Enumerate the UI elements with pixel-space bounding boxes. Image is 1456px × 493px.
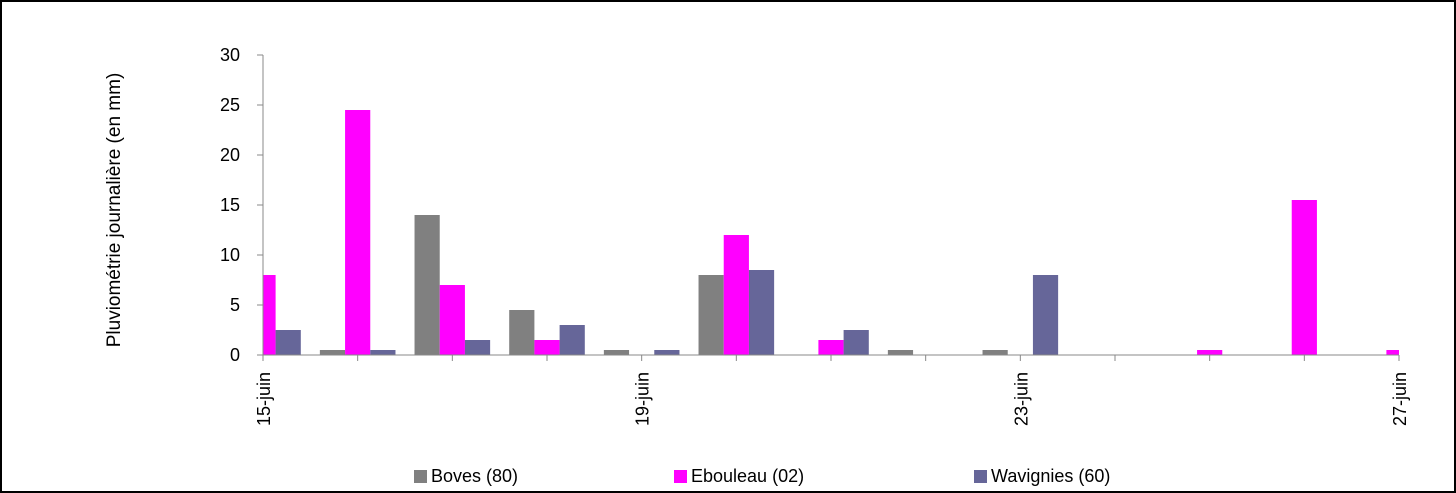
legend-swatch [414, 470, 427, 483]
rainfall-bar-chart: Pluviométrie journalière (en mm) 0 5 10 15 2… [104, 45, 1410, 426]
y-tick-label-30: 30 [220, 45, 240, 65]
bar-ebouleau-02-25-juin [1197, 350, 1223, 355]
bar-wavignies-60-15-juin [275, 330, 301, 355]
y-tick-label-10: 10 [220, 245, 240, 265]
legend-item-ebouleau-02: Ebouleau (02) [674, 466, 804, 487]
x-tick-label-27-juin: 27-juin [1390, 372, 1410, 426]
bar-wavignies-60-19-juin [654, 350, 680, 355]
bar-boves-80-19-juin [603, 350, 630, 355]
legend-item-boves-80: Boves (80) [414, 466, 518, 487]
bar-ebouleau-02-26-juin [1291, 200, 1317, 355]
bar-wavignies-60-20-juin [748, 270, 775, 355]
x-tick-label-19-juin: 19-juin [633, 372, 653, 426]
bar-ebouleau-02-18-juin [534, 340, 560, 355]
bar-wavignies-60-16-juin [370, 350, 396, 355]
legend-swatch [674, 470, 687, 483]
bar-ebouleau-02-17-juin [439, 285, 465, 355]
bar-boves-80-23-juin [982, 350, 1008, 355]
y-tick-label-0: 0 [230, 345, 240, 365]
legend-item-wavignies-60: Wavignies (60) [974, 466, 1110, 487]
legend-label: Wavignies (60) [991, 466, 1111, 486]
bar-wavignies-60-18-juin [559, 325, 585, 355]
bar-ebouleau-02-16-juin [345, 110, 371, 355]
y-tick-label-20: 20 [220, 145, 240, 165]
bar-ebouleau-02-20-juin [723, 235, 749, 355]
bar-wavignies-60-17-juin [464, 340, 491, 355]
x-tick-label-23-juin: 23-juin [1011, 372, 1031, 426]
bar-ebouleau-02-27-juin [1386, 350, 1399, 355]
y-tick-label-15: 15 [220, 195, 240, 215]
legend-label: Ebouleau (02) [691, 466, 805, 486]
legend: Boves (80) Ebouleau (02) Wavignies (60) [0, 466, 1456, 490]
legend-label: Boves (80) [431, 466, 519, 486]
bar-boves-80-22-juin [887, 350, 914, 355]
bars-group [263, 110, 1399, 355]
bar-wavignies-60-23-juin [1032, 275, 1059, 355]
legend-swatch [974, 470, 987, 483]
bar-ebouleau-02-15-juin [263, 275, 276, 355]
bar-boves-80-16-juin [319, 350, 346, 355]
y-axis-label: Pluviométrie journalière (en mm) [104, 73, 125, 348]
bar-boves-80-18-juin [509, 310, 535, 355]
x-tick-label-15-juin: 15-juin [254, 372, 274, 426]
bar-boves-80-20-juin [698, 275, 724, 355]
bar-ebouleau-02-21-juin [818, 340, 844, 355]
y-tick-label-25: 25 [220, 95, 240, 115]
axes-group: 0 5 10 15 20 25 30 15-juin 19-juin 23-juin 27-juin [220, 45, 1410, 426]
y-tick-label-5: 5 [230, 295, 240, 315]
bar-boves-80-17-juin [414, 215, 440, 355]
bar-wavignies-60-21-juin [843, 330, 869, 355]
